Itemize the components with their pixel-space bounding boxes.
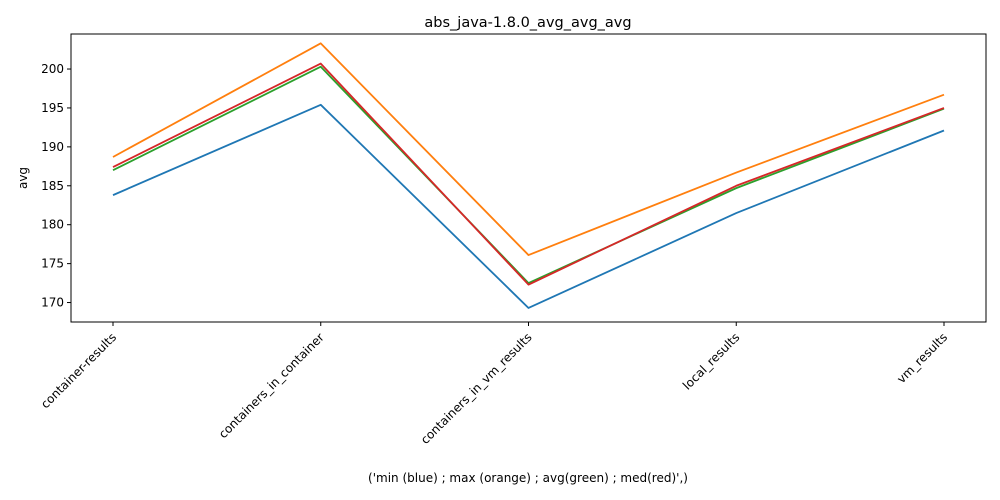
series-line-1 [112,42,945,256]
y-tick-label-2: 180 [41,218,64,232]
chart-title: abs_java-1.8.0_avg_avg_avg [424,15,631,31]
y-axis: 170 175 180 185 190 195 200 [41,62,71,310]
series-line-2 [112,65,945,284]
series-line-0 [112,103,945,309]
series-line-3 [112,62,945,286]
x-tick-label-1: containers_in_container [216,330,327,441]
x-axis-label: ('min (blue) ; max (orange) ; avg(green)… [368,471,688,485]
y-tick-label-3: 185 [41,179,64,193]
y-tick-label-4: 190 [41,140,64,154]
y-axis-label: avg [16,167,30,189]
x-tick-label-4: vm_results [894,330,950,386]
y-tick-label-6: 200 [41,62,64,76]
x-tick-label-3: local_results [680,330,742,392]
plot-frame [70,33,987,323]
x-tick-label-0: container-results [38,330,119,411]
x-axis: container-results containers_in_container… [38,322,950,447]
y-tick-label-5: 195 [41,101,64,115]
x-tick-label-2: containers_in_vm_results [418,330,535,447]
y-tick-label-0: 170 [41,296,64,310]
series-layer [112,42,945,309]
y-tick-label-1: 175 [41,257,64,271]
